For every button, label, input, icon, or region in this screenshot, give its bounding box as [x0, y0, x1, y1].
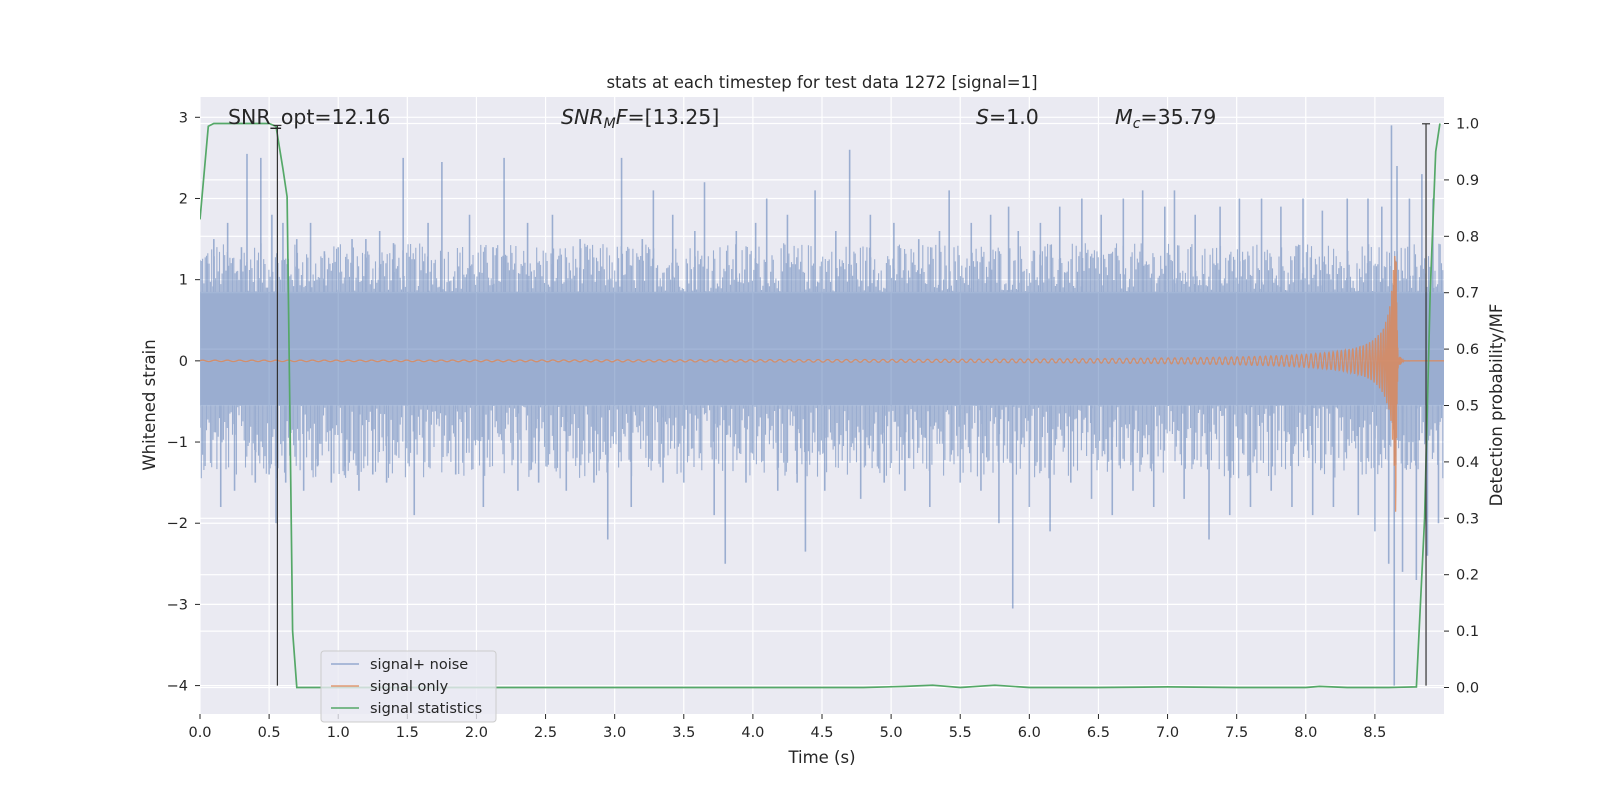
x-tick-label: 4.5	[810, 725, 833, 741]
y2-tick-label: 0.0	[1456, 680, 1479, 696]
series-signal-only	[200, 255, 1444, 512]
s-symbol: S	[976, 105, 989, 129]
legend-label-signal-statistics: signal statistics	[370, 701, 482, 717]
y2-tick-labels: 1.0 0.9 0.8 0.7 0.6 0.5 0.4 0.3 0.2 0.1 0.0	[1444, 117, 1479, 696]
snr-mf-symbol: SNR	[561, 105, 604, 129]
x-tick-label: 3.0	[603, 725, 626, 741]
x-tick-label: 2.5	[534, 725, 557, 741]
snr-mf-symbol-2: F	[616, 105, 629, 129]
y2-tick-label: 0.6	[1456, 342, 1479, 358]
x-tick-label: 1.5	[396, 725, 419, 741]
y-tick-labels: 3 2 1 0 −1 −2 −3 −4	[167, 110, 200, 695]
snr-mf-value: =[13.25]	[627, 105, 719, 129]
stats-line	[200, 122, 1441, 689]
annotation-snr-mf: SNRMF=[13.25]	[561, 105, 719, 132]
y-tick-label: 0	[179, 354, 188, 370]
mc-symbol: M	[1115, 105, 1133, 129]
x-tick-label: 4.0	[741, 725, 764, 741]
y2-tick-label: 0.2	[1456, 568, 1479, 584]
x-tick-label: 7.5	[1225, 725, 1248, 741]
legend-label-signal-only: signal only	[370, 679, 449, 695]
y2-tick-label: 0.7	[1456, 286, 1479, 302]
y-tick-label: 2	[179, 191, 188, 207]
s-value: =1.0	[989, 105, 1039, 129]
y2-axis-label: Detection probability/MF	[1487, 304, 1506, 507]
y-tick-label: 1	[179, 273, 188, 289]
legend-label-signal-noise: signal+ noise	[370, 657, 468, 673]
x-tick-label: 1.0	[327, 725, 350, 741]
x-tick-label: 8.0	[1294, 725, 1317, 741]
mc-subscript: c	[1133, 116, 1141, 132]
y-tick-label: −3	[167, 597, 188, 613]
y2-tick-label: 1.0	[1456, 117, 1479, 133]
y2-tick-label: 0.9	[1456, 173, 1479, 189]
x-tick-label: 6.5	[1087, 725, 1110, 741]
series-signal-noise	[200, 125, 1444, 686]
y2-tick-label: 0.4	[1456, 455, 1479, 471]
snr-mf-subscript: M	[604, 116, 616, 132]
x-axis-label: Time (s)	[787, 748, 855, 767]
x-tick-label: 0.0	[188, 725, 211, 741]
x-tick-label: 3.5	[672, 725, 695, 741]
x-tick-labels: 0.0 0.5 1.0 1.5 2.0 2.5 3.0 3.5 4.0 4.5 5.0 5.5 6.0 6…	[188, 714, 1386, 741]
y2-tick-label: 0.1	[1456, 624, 1479, 640]
annotation-s: S=1.0	[976, 105, 1039, 129]
x-tick-label: 7.0	[1156, 725, 1179, 741]
y2-tick-label: 0.8	[1456, 229, 1479, 245]
noise-core	[200, 291, 1444, 406]
x-tick-label: 8.5	[1363, 725, 1386, 741]
y-tick-label: −4	[167, 679, 188, 695]
x-tick-label: 5.5	[949, 725, 972, 741]
x-tick-label: 0.5	[258, 725, 281, 741]
series-signal-statistics	[200, 122, 1441, 689]
plot-area	[200, 122, 1444, 689]
mc-value: =35.79	[1140, 105, 1216, 129]
y-axis-label: Whitened strain	[140, 339, 159, 470]
y-tick-label: −2	[167, 516, 188, 532]
legend: signal+ noise signal only signal statist…	[320, 650, 497, 723]
legend-box	[320, 650, 497, 723]
y-tick-label: 3	[179, 110, 188, 126]
y-tick-label: −1	[167, 435, 188, 451]
x-tick-label: 2.0	[465, 725, 488, 741]
chart-title: stats at each timestep for test data 127…	[606, 73, 1037, 92]
y2-tick-label: 0.5	[1456, 399, 1479, 415]
x-tick-label: 5.0	[880, 725, 903, 741]
vertical-markers	[273, 123, 1431, 686]
signal-chirp	[200, 255, 1444, 512]
x-tick-label: 6.0	[1018, 725, 1041, 741]
annotation-mc: Mc=35.79	[1115, 105, 1216, 132]
annotation-snr-opt: SNR_opt=12.16	[228, 105, 390, 130]
y2-tick-label: 0.3	[1456, 511, 1479, 527]
